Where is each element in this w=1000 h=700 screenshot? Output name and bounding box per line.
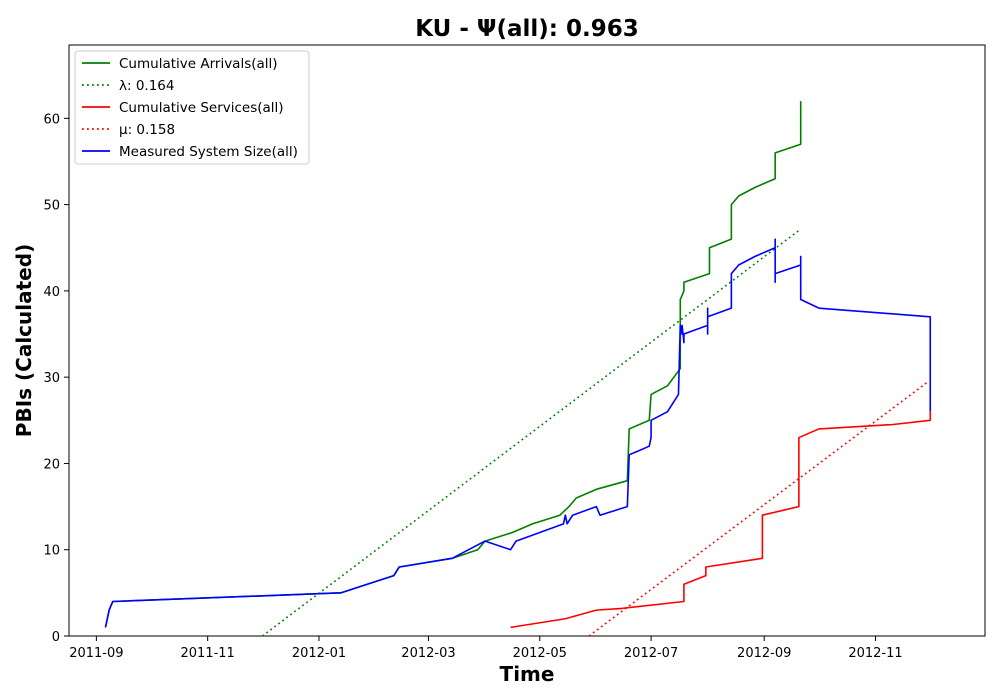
y-axis: 0 10 20 30 40 50 60 xyxy=(43,112,69,645)
series-line-0 xyxy=(104,101,802,628)
x-tick-label-0: 2011-09 xyxy=(69,646,123,661)
x-tick-label-3: 2012-03 xyxy=(401,646,455,661)
x-tick-label-4: 2012-05 xyxy=(513,646,567,661)
legend-label-1: λ: 0.164 xyxy=(119,78,174,94)
x-tick-label-7: 2012-11 xyxy=(848,646,902,661)
plot-frame xyxy=(68,44,986,637)
legend-box xyxy=(74,50,310,165)
y-tick-label-0: 0 xyxy=(52,630,60,645)
legend: Cumulative Arrivals(all) λ: 0.164 Cumulati… xyxy=(74,50,310,165)
chart-title: KU - Ψ(all): 0.963 xyxy=(415,16,638,42)
x-tick-label-5: 2012-07 xyxy=(624,646,678,661)
series-line-2 xyxy=(510,411,932,629)
x-tick-label-6: 2012-09 xyxy=(737,646,791,661)
series-line-4 xyxy=(104,238,932,628)
x-axis: 2011-09 2011-11 2012-01 2012-03 2012-05 2012-… xyxy=(69,636,903,661)
y-tick-label-1: 10 xyxy=(43,544,60,559)
x-tick-label-1: 2011-11 xyxy=(181,646,235,661)
legend-label-3: μ: 0.158 xyxy=(119,122,175,138)
series-layer xyxy=(104,101,932,636)
series-line-3 xyxy=(588,380,929,636)
x-axis-title: Time xyxy=(500,662,555,686)
legend-label-0: Cumulative Arrivals(all) xyxy=(119,56,278,72)
y-tick-label-6: 60 xyxy=(43,112,60,127)
y-tick-label-4: 40 xyxy=(43,285,60,300)
y-tick-label-5: 50 xyxy=(43,199,60,214)
y-tick-label-3: 30 xyxy=(43,371,60,386)
y-axis-title: PBIs (Calculated) xyxy=(12,244,36,437)
plot-area xyxy=(68,44,986,637)
legend-label-2: Cumulative Services(all) xyxy=(119,100,284,116)
y-tick-label-2: 20 xyxy=(43,457,60,472)
x-tick-label-2: 2012-01 xyxy=(292,646,346,661)
legend-label-4: Measured System Size(all) xyxy=(119,144,298,160)
series-line-1 xyxy=(261,229,800,636)
